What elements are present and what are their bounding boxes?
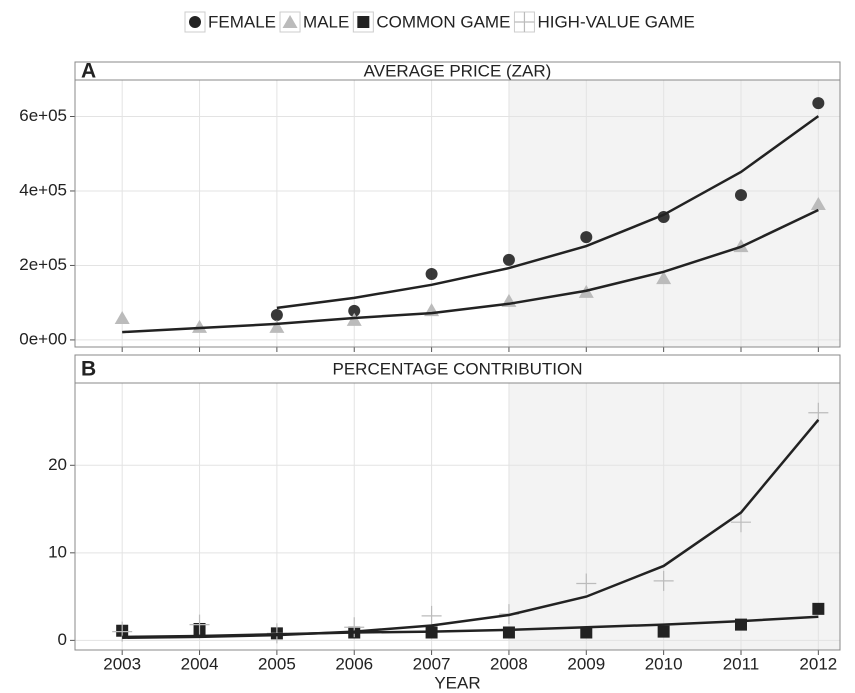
female-point — [270, 308, 283, 321]
high-value-game-point — [189, 614, 210, 635]
common-game-point — [502, 626, 515, 639]
trend-line — [122, 615, 819, 639]
trend-line — [122, 208, 819, 334]
common-game-point — [657, 625, 670, 638]
high-value-game-point — [808, 402, 829, 423]
female-point — [580, 231, 593, 244]
x-axis-label: YEAR — [434, 673, 480, 692]
male-point — [114, 310, 130, 324]
x-tick-label: 2005 — [258, 654, 296, 673]
high-value-game-point — [653, 570, 674, 591]
strip — [74, 354, 841, 384]
legend-label: MALE — [303, 12, 349, 31]
x-tick-label: 2004 — [181, 654, 219, 673]
trend-line — [276, 115, 820, 310]
panel-title: PERCENTAGE CONTRIBUTION — [333, 359, 583, 378]
male-point — [192, 319, 208, 333]
high-value-game-point — [576, 573, 597, 594]
panel-title: AVERAGE PRICE (ZAR) — [364, 61, 552, 80]
high-value-game-point — [421, 605, 442, 626]
legend-label: HIGH-VALUE GAME — [537, 12, 694, 31]
high-value-game-point — [112, 621, 133, 642]
legend-label: COMMON GAME — [376, 12, 510, 31]
female-point — [348, 304, 361, 317]
y-tick-label: 2e+05 — [19, 255, 67, 274]
x-tick-label: 2009 — [567, 654, 605, 673]
male-point — [269, 319, 285, 333]
y-tick-label: 10 — [48, 542, 67, 561]
male-point — [346, 312, 362, 326]
legend-symbol — [357, 16, 370, 28]
x-tick-label: 2003 — [103, 654, 141, 673]
legend-label: FEMALE — [208, 12, 276, 31]
x-tick-label: 2006 — [335, 654, 373, 673]
panel-label: B — [81, 358, 96, 381]
female-point — [425, 268, 438, 281]
panel-border — [74, 79, 841, 348]
female-point — [812, 97, 825, 110]
male-point — [810, 197, 826, 211]
high-value-game-point — [344, 617, 365, 638]
high-value-game-point — [730, 512, 751, 533]
y-tick-label: 0e+00 — [19, 329, 67, 348]
y-tick-label: 20 — [48, 455, 67, 474]
legend-symbol — [514, 12, 535, 32]
x-tick-label: 2010 — [645, 654, 683, 673]
x-tick-label: 2011 — [723, 654, 760, 673]
common-game-point — [580, 626, 593, 639]
y-tick-label: 4e+05 — [19, 180, 67, 199]
female-point — [502, 253, 515, 266]
y-tick-label: 6e+05 — [19, 106, 67, 125]
y-tick-label: 0 — [58, 630, 67, 649]
legend-symbol — [189, 16, 201, 28]
shaded-region — [508, 383, 840, 650]
panel-border — [74, 382, 841, 651]
shaded-region — [508, 80, 840, 347]
x-tick-label: 2008 — [490, 654, 528, 673]
x-tick-label: 2007 — [413, 654, 451, 673]
x-tick-label: 2012 — [799, 654, 837, 673]
common-game-point — [812, 602, 825, 615]
female-point — [734, 189, 747, 202]
male-point — [656, 271, 672, 285]
panel-label: A — [81, 60, 96, 83]
legend-symbol — [282, 15, 298, 28]
